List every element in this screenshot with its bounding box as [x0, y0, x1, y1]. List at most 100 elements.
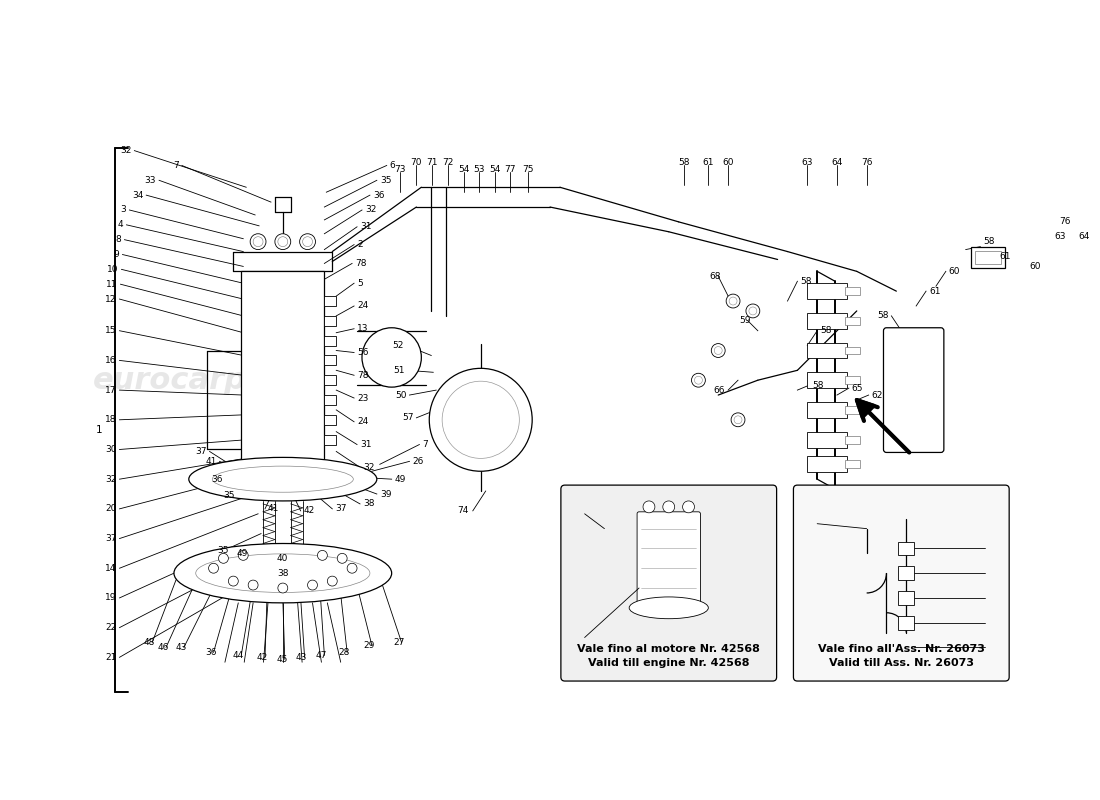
Text: 2: 2 [358, 240, 363, 249]
Circle shape [362, 328, 421, 387]
Text: 21: 21 [106, 653, 117, 662]
Circle shape [749, 307, 757, 315]
Text: 54: 54 [488, 165, 501, 174]
Bar [807, 402, 847, 418]
Text: 59: 59 [739, 316, 750, 326]
Text: 40: 40 [276, 554, 287, 563]
Text: 43: 43 [175, 643, 187, 652]
Text: 24: 24 [990, 643, 1002, 652]
Text: 41: 41 [268, 504, 279, 514]
Text: 34: 34 [132, 190, 143, 200]
Text: 29: 29 [363, 641, 375, 650]
Text: 77: 77 [505, 165, 516, 174]
Bar [899, 616, 914, 630]
FancyBboxPatch shape [637, 512, 701, 605]
Text: 24: 24 [990, 618, 1002, 627]
Bar [324, 355, 337, 366]
Circle shape [348, 563, 358, 573]
FancyBboxPatch shape [241, 271, 324, 479]
Text: 35: 35 [379, 176, 392, 185]
Text: 49: 49 [236, 549, 249, 558]
Bar [807, 342, 847, 358]
Text: 36: 36 [373, 190, 384, 200]
FancyBboxPatch shape [561, 485, 777, 681]
Bar [807, 372, 847, 388]
Text: 63: 63 [802, 158, 813, 167]
Text: 42: 42 [256, 653, 267, 662]
Text: 30: 30 [106, 445, 117, 454]
Text: 56: 56 [358, 348, 368, 357]
Ellipse shape [196, 554, 370, 593]
Text: 19: 19 [106, 594, 117, 602]
Bar [324, 296, 337, 306]
Circle shape [250, 234, 266, 250]
Text: 1: 1 [96, 425, 102, 434]
Text: 58: 58 [678, 158, 690, 167]
Text: 35: 35 [217, 546, 229, 555]
Text: 10: 10 [107, 265, 119, 274]
Text: 31: 31 [360, 440, 372, 449]
Bar [807, 457, 847, 472]
Text: eurocarparts: eurocarparts [92, 366, 315, 394]
FancyBboxPatch shape [793, 485, 1009, 681]
Bar [845, 376, 860, 384]
Bar [845, 287, 860, 295]
Bar [899, 542, 914, 555]
Text: 22: 22 [106, 623, 117, 632]
Text: 47: 47 [316, 651, 327, 660]
Text: 15: 15 [106, 326, 117, 335]
Text: 61: 61 [930, 286, 940, 296]
Bar [845, 460, 860, 468]
Text: 23: 23 [358, 394, 368, 402]
Circle shape [239, 550, 249, 560]
Text: 17: 17 [106, 386, 117, 394]
Text: 8: 8 [116, 235, 121, 244]
Bar [807, 432, 847, 447]
Ellipse shape [174, 543, 392, 603]
Circle shape [746, 304, 760, 318]
Text: 9: 9 [113, 250, 120, 259]
Text: 78: 78 [358, 370, 368, 380]
Text: 63: 63 [1054, 232, 1066, 242]
Text: 62: 62 [871, 390, 883, 399]
Text: 11: 11 [106, 280, 118, 289]
Circle shape [278, 237, 288, 246]
Text: 44: 44 [233, 651, 244, 660]
Text: 20: 20 [106, 504, 117, 514]
Text: 70: 70 [410, 158, 422, 167]
Circle shape [714, 346, 723, 354]
Text: 37: 37 [336, 504, 346, 514]
Text: 65: 65 [851, 384, 864, 393]
Text: 25: 25 [990, 569, 1002, 578]
Text: 73: 73 [394, 165, 405, 174]
Circle shape [275, 234, 290, 250]
Text: 14: 14 [106, 564, 117, 573]
Circle shape [299, 234, 316, 250]
Text: 32: 32 [120, 146, 131, 155]
Text: 55: 55 [574, 504, 585, 514]
Text: 31: 31 [360, 222, 372, 231]
Text: 32: 32 [365, 206, 376, 214]
Text: 71: 71 [427, 158, 438, 167]
Text: 53: 53 [473, 165, 484, 174]
Text: Valid till Ass. Nr. 26073: Valid till Ass. Nr. 26073 [828, 658, 974, 668]
Text: 7: 7 [422, 440, 428, 449]
Text: 18: 18 [106, 415, 117, 424]
Text: 50: 50 [395, 390, 407, 399]
Text: 43: 43 [296, 653, 307, 662]
Circle shape [683, 501, 694, 513]
Text: 60: 60 [949, 267, 960, 276]
Bar [970, 246, 1005, 268]
Text: Vale fino all'Ass. Nr. 26073: Vale fino all'Ass. Nr. 26073 [818, 644, 984, 654]
Text: 38: 38 [363, 499, 374, 509]
Circle shape [209, 563, 219, 573]
Circle shape [219, 554, 229, 563]
Circle shape [253, 237, 263, 246]
Bar [975, 250, 1001, 265]
Circle shape [429, 368, 532, 471]
Circle shape [278, 583, 288, 593]
Circle shape [442, 381, 519, 458]
Text: 51: 51 [393, 366, 405, 375]
Circle shape [712, 343, 725, 358]
Text: 74: 74 [458, 506, 469, 515]
